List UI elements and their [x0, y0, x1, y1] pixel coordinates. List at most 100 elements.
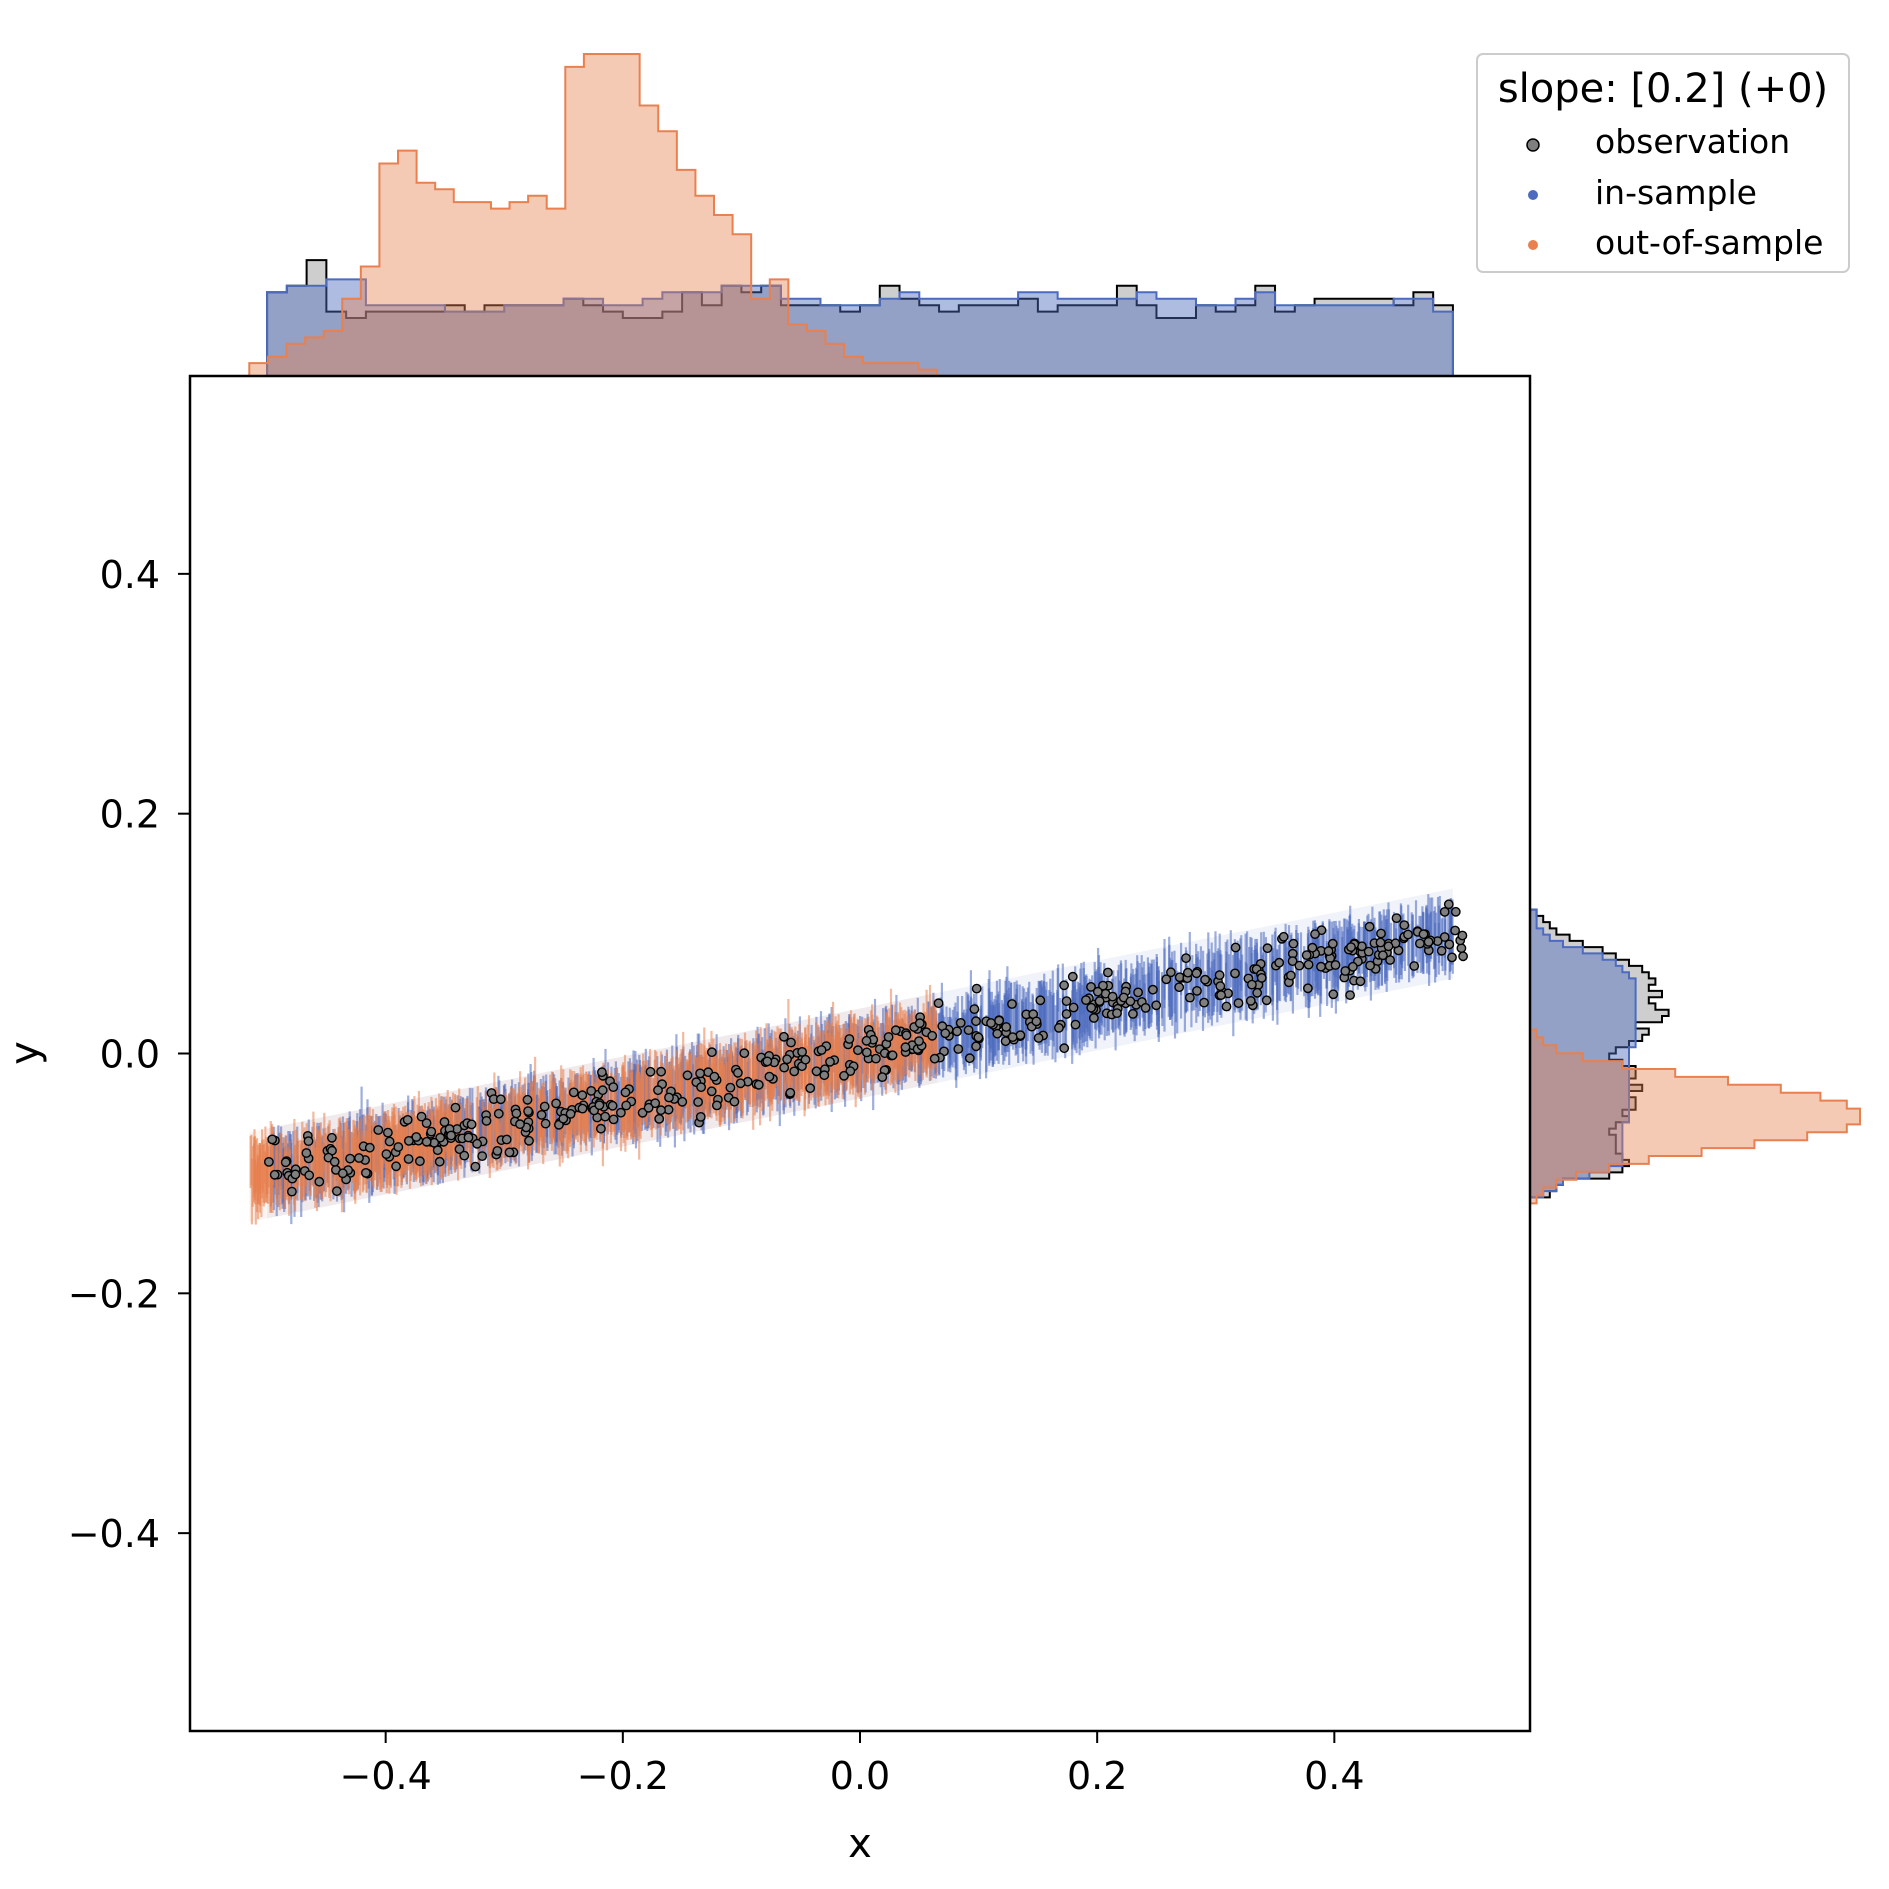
- observation-point: [712, 1100, 722, 1111]
- observation-point: [360, 1168, 371, 1178]
- y-tick-label: 0.4: [100, 553, 160, 597]
- observation-point: [403, 1136, 414, 1146]
- observation-point: [825, 1056, 835, 1067]
- observation-point: [1098, 980, 1108, 991]
- observation-point: [1103, 967, 1113, 978]
- observation-point: [890, 1025, 901, 1036]
- observation-point: [1262, 943, 1273, 954]
- observation-point: [1450, 906, 1461, 917]
- observation-point: [1363, 946, 1374, 957]
- observation-point: [1327, 938, 1338, 949]
- observation-point: [797, 1047, 807, 1057]
- observation-point: [1261, 995, 1272, 1006]
- observation-point: [329, 1156, 340, 1167]
- observation-point: [1112, 1008, 1122, 1018]
- observation-point: [1191, 968, 1202, 979]
- observation-point: [267, 1134, 278, 1145]
- observation-point: [459, 1150, 470, 1161]
- observation-point: [1415, 938, 1425, 949]
- observation-point: [1447, 952, 1457, 963]
- observation-point: [1001, 1022, 1012, 1032]
- observation-point: [1307, 942, 1318, 953]
- observation-point: [290, 1169, 301, 1180]
- observation-point: [871, 1053, 881, 1064]
- observation-point: [653, 1085, 663, 1096]
- observation-point: [953, 1044, 964, 1054]
- observation-point: [466, 1119, 477, 1130]
- observation-point: [1216, 990, 1227, 1000]
- observation-point: [577, 1090, 588, 1101]
- observation-point: [607, 1100, 618, 1111]
- observation-point: [608, 1082, 619, 1093]
- observation-point: [1310, 929, 1320, 939]
- observation-point: [1230, 942, 1241, 953]
- observation-point: [785, 1087, 796, 1098]
- observation-point: [539, 1101, 550, 1112]
- observation-point: [1151, 1000, 1162, 1011]
- observation-point: [1391, 913, 1402, 923]
- observation-point: [1303, 959, 1314, 970]
- observation-point: [1376, 928, 1386, 939]
- observation-point: [695, 1112, 706, 1122]
- observation-point: [577, 1103, 588, 1114]
- observation-point: [811, 1066, 822, 1077]
- observation-point: [345, 1153, 355, 1164]
- observation-point: [1035, 995, 1046, 1006]
- observation-point: [739, 1048, 750, 1059]
- x-tick-label: −0.4: [340, 1754, 432, 1798]
- observation-point: [280, 1157, 291, 1168]
- observation-point: [656, 1066, 666, 1077]
- observation-point: [1061, 1009, 1072, 1019]
- observation-point: [1378, 950, 1388, 961]
- observation-point: [971, 983, 982, 994]
- observation-point: [1303, 983, 1313, 994]
- observation-point: [800, 1054, 811, 1065]
- observation-point: [664, 1092, 674, 1103]
- observation-point: [435, 1132, 446, 1143]
- observation-point: [301, 1148, 312, 1158]
- observation-point: [421, 1118, 432, 1129]
- observation-point: [1199, 997, 1210, 1008]
- observation-point: [1007, 1032, 1018, 1043]
- observation-point: [1409, 961, 1420, 971]
- observation-point: [1439, 907, 1450, 917]
- observation-point: [861, 1035, 872, 1046]
- observation-point: [286, 1186, 297, 1197]
- observation-point: [501, 1134, 512, 1145]
- observation-point: [314, 1176, 325, 1187]
- observation-point: [994, 1015, 1004, 1026]
- observation-point: [523, 1106, 533, 1117]
- observation-point: [426, 1126, 437, 1137]
- observation-point: [416, 1111, 427, 1122]
- observation-point: [707, 1047, 717, 1058]
- observation-point: [1286, 970, 1296, 981]
- observation-point: [1439, 932, 1450, 942]
- observation-point: [1166, 967, 1176, 978]
- observation-point: [446, 1130, 456, 1141]
- observation-point: [964, 1053, 975, 1064]
- observation-point: [1457, 930, 1468, 941]
- observation-point: [434, 1156, 445, 1167]
- observation-point: [973, 1032, 984, 1043]
- observation-point: [1230, 968, 1240, 979]
- observation-point: [1316, 961, 1326, 972]
- observation-point: [764, 1071, 775, 1082]
- observation-point: [1274, 957, 1285, 968]
- observation-point: [1174, 982, 1185, 993]
- observation-point: [1355, 976, 1366, 987]
- observation-point: [877, 1072, 888, 1083]
- observation-point: [1301, 950, 1312, 960]
- observation-point: [1067, 971, 1078, 982]
- observation-point: [650, 1098, 661, 1109]
- observation-point: [696, 1082, 706, 1093]
- observation-point: [608, 1114, 619, 1125]
- observation-point: [940, 1028, 951, 1039]
- observation-point: [1200, 974, 1211, 985]
- observation-point: [504, 1147, 515, 1158]
- observation-point: [709, 1071, 720, 1082]
- observation-point: [1128, 1009, 1138, 1019]
- observation-point: [1054, 1023, 1064, 1033]
- legend: slope: [0.2] (+0) observation in-sample …: [1476, 53, 1850, 273]
- observation-point: [1161, 974, 1172, 985]
